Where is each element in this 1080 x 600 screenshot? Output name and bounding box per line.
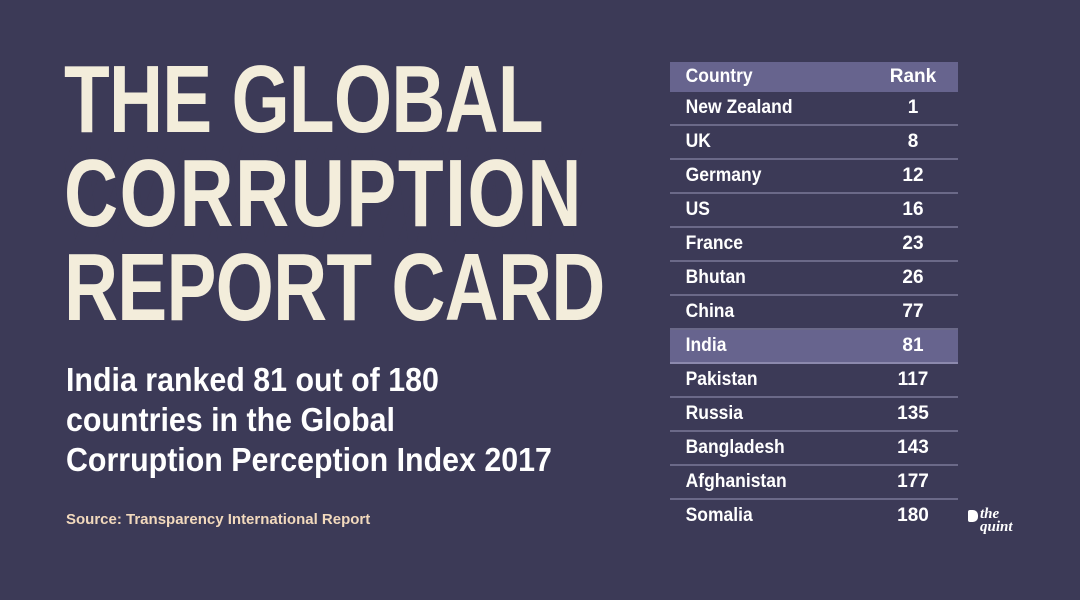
header-country: Country xyxy=(685,66,753,87)
quote-mark-icon xyxy=(968,510,978,522)
rank-cell: 26 xyxy=(902,267,924,288)
table-row: Somalia 180 xyxy=(670,500,958,532)
table-row: Pakistan 117 xyxy=(670,364,958,398)
rank-cell: 1 xyxy=(907,97,919,118)
rank-cell: 77 xyxy=(902,301,924,322)
subtitle-line-1: India ranked 81 out of 180 xyxy=(66,361,439,398)
rank-cell: 23 xyxy=(902,233,924,254)
rank-cell: 180 xyxy=(897,505,929,526)
country-cell: Russia xyxy=(685,403,743,424)
table-row: Afghanistan 177 xyxy=(670,466,958,500)
country-cell: US xyxy=(685,199,710,220)
table-row: New Zealand 1 xyxy=(670,92,958,126)
rank-cell: 177 xyxy=(897,471,929,492)
table-row: France 23 xyxy=(670,228,958,262)
rank-cell: 12 xyxy=(902,165,924,186)
table-row: Germany 12 xyxy=(670,160,958,194)
country-cell: Afghanistan xyxy=(685,471,787,492)
logo-text: the quint xyxy=(980,506,1013,535)
the-quint-logo: the quint xyxy=(968,506,1013,535)
country-cell: France xyxy=(685,233,743,254)
country-cell: China xyxy=(685,301,735,322)
title-line-2: CORRUPTION xyxy=(64,140,583,247)
country-cell: UK xyxy=(685,131,711,152)
table-row: UK 8 xyxy=(670,126,958,160)
country-cell: Pakistan xyxy=(685,369,758,390)
table-row: China 77 xyxy=(670,296,958,330)
subtitle: India ranked 81 out of 180 countries in … xyxy=(66,360,646,480)
rank-cell: 143 xyxy=(897,437,929,458)
table-row: US 16 xyxy=(670,194,958,228)
country-cell: Germany xyxy=(685,165,762,186)
table-row: Russia 135 xyxy=(670,398,958,432)
table-row-highlighted: India 81 xyxy=(670,330,958,364)
title-line-1: THE GLOBAL xyxy=(64,46,544,153)
source-note: Source: Transparency International Repor… xyxy=(66,511,371,528)
country-cell: Bhutan xyxy=(685,267,746,288)
rank-cell: 8 xyxy=(907,131,919,152)
country-cell: Bangladesh xyxy=(685,437,785,458)
table-header: Country Rank xyxy=(670,62,958,92)
logo-line-1: the xyxy=(980,506,1000,522)
header-rank: Rank xyxy=(889,66,937,87)
title-line-3: REPORT CARD xyxy=(64,234,605,341)
rank-cell: 16 xyxy=(902,199,924,220)
country-cell: India xyxy=(685,335,727,356)
subtitle-line-3: Corruption Perception Index 2017 xyxy=(66,441,552,478)
logo-line-2: quint xyxy=(980,519,1013,535)
country-cell: New Zealand xyxy=(685,97,793,118)
rank-cell: 81 xyxy=(902,335,924,356)
rank-cell: 135 xyxy=(897,403,929,424)
table-row: Bhutan 26 xyxy=(670,262,958,296)
table-row: Bangladesh 143 xyxy=(670,432,958,466)
country-cell: Somalia xyxy=(685,505,753,526)
subtitle-line-2: countries in the Global xyxy=(66,401,395,438)
rank-table: Country Rank New Zealand 1 UK 8 Germany … xyxy=(670,62,958,532)
rank-cell: 117 xyxy=(897,369,929,390)
